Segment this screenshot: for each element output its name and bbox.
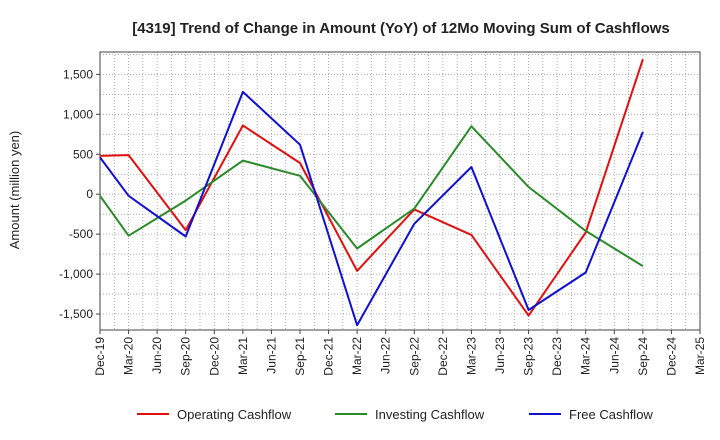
y-tick-label: 0 xyxy=(86,187,93,201)
series-line-operating-cashflow xyxy=(99,58,644,317)
y-tick-label: 1,000 xyxy=(63,107,93,121)
x-tick-label: Dec-19 xyxy=(93,337,107,376)
x-tick-label: Jun-24 xyxy=(607,337,621,374)
legend-label-investing-cashflow: Investing Cashflow xyxy=(375,407,485,422)
x-tick-label: Mar-24 xyxy=(579,337,593,375)
x-tick-label: Sep-21 xyxy=(293,337,307,376)
y-tick-label: -500 xyxy=(69,227,93,241)
x-tick-label: Jun-21 xyxy=(264,337,278,374)
x-tick-label: Sep-20 xyxy=(179,337,193,376)
x-tick-label: Jun-20 xyxy=(150,337,164,374)
x-tick-label: Mar-22 xyxy=(350,337,364,375)
x-tick-label: Sep-22 xyxy=(407,337,421,376)
plot-frame xyxy=(99,51,701,331)
x-tick-label: Dec-22 xyxy=(436,337,450,376)
series-line-investing-cashflow xyxy=(99,125,644,267)
y-tick-label: -1,500 xyxy=(59,307,93,321)
y-tick-label: -1,000 xyxy=(59,267,93,281)
legend-label-operating-cashflow: Operating Cashflow xyxy=(177,407,292,422)
x-tick-label: Dec-24 xyxy=(664,337,678,376)
x-tick-label: Jun-23 xyxy=(493,337,507,374)
chart-title: [4319] Trend of Change in Amount (YoY) o… xyxy=(132,20,670,37)
legend: Operating Cashflow Investing Cashflow Free… xyxy=(137,407,653,422)
x-tick-label: Dec-21 xyxy=(322,337,336,376)
x-tick-label: Mar-25 xyxy=(693,337,707,375)
x-tick-label: Mar-20 xyxy=(122,337,136,375)
x-tick-label: Jun-22 xyxy=(379,337,393,374)
y-tick-label: 500 xyxy=(73,147,93,161)
y-axis-label: Amount (million yen) xyxy=(7,131,22,250)
series-line-free-cashflow xyxy=(99,90,644,327)
x-tick-label: Dec-20 xyxy=(207,337,221,376)
x-tick-label: Mar-23 xyxy=(464,337,478,375)
y-tick-label: 1,500 xyxy=(63,67,93,81)
legend-label-free-cashflow: Free Cashflow xyxy=(569,407,653,422)
plot-area: -1,500 -1,000 -500 0 500 1,000 1,500 Dec-19 Mar-… xyxy=(59,51,707,376)
x-tick-label: Dec-23 xyxy=(550,337,564,376)
x-tick-label: Sep-24 xyxy=(636,337,650,376)
x-tick-label: Sep-23 xyxy=(522,337,536,376)
x-tick-label: Mar-21 xyxy=(236,337,250,375)
